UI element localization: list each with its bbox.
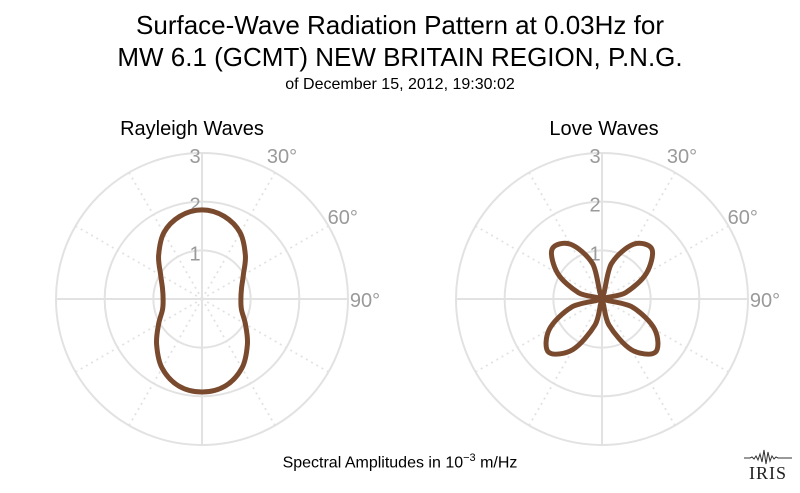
grid-spoke [201, 225, 329, 300]
caption-unit: m/Hz [475, 454, 518, 472]
grid-spoke [475, 298, 603, 373]
grid-spoke [601, 298, 729, 373]
chart-subtitle-date: of December 15, 2012, 19:30:02 [285, 76, 515, 93]
radial-tick-label: 3 [189, 146, 200, 168]
radial-tick-label: 2 [189, 195, 200, 217]
grid-spoke [601, 172, 676, 300]
love-pattern-curve [543, 240, 661, 357]
grid-spoke [75, 225, 203, 300]
radial-tick-label: 3 [589, 146, 600, 168]
caption-exponent: −3 [463, 452, 476, 464]
grid-spoke [201, 172, 276, 300]
grid-spoke [128, 298, 203, 426]
angle-tick-label: 30° [267, 146, 297, 168]
radial-tick-label: 1 [589, 243, 600, 265]
angle-tick-label: 60° [328, 207, 358, 229]
amplitude-units-caption: Spectral Amplitudes in 10−3 m/Hz [0, 452, 800, 472]
angle-tick-label: 90° [350, 290, 380, 312]
grid-spoke [528, 298, 603, 426]
radial-tick-label: 2 [589, 195, 600, 217]
rayleigh-polar-chart: 1 2 3 30° 60° 90° [55, 146, 380, 446]
iris-logo: IRIS [742, 446, 794, 486]
grid-spoke [128, 172, 203, 300]
rayleigh-pattern-curve [153, 207, 251, 395]
grid-spoke [601, 225, 729, 300]
grid-spoke [201, 298, 276, 426]
love-panel-title: Love Waves [549, 118, 659, 140]
angle-tick-label: 60° [728, 207, 758, 229]
grid-spoke [528, 172, 603, 300]
chart-title-line-1: Surface-Wave Radiation Pattern at 0.03Hz… [136, 10, 664, 40]
seismogram-icon [744, 449, 792, 465]
radial-tick-label: 1 [189, 243, 200, 265]
rayleigh-panel-title: Rayleigh Waves [120, 118, 264, 140]
grid-spoke [601, 298, 676, 426]
grid-spoke [201, 298, 329, 373]
caption-prefix: Spectral Amplitudes in [282, 454, 446, 472]
angle-tick-label: 90° [750, 290, 780, 312]
grid-spoke [475, 225, 603, 300]
caption-power-base: 10 [445, 454, 464, 472]
logo-wordmark: IRIS [748, 463, 787, 483]
love-polar-chart: 1 2 3 30° 60° 90° [455, 146, 780, 446]
chart-title-line-2: MW 6.1 (GCMT) NEW BRITAIN REGION, P.N.G. [117, 42, 683, 72]
angle-tick-label: 30° [667, 146, 697, 168]
grid-spoke [75, 298, 203, 373]
